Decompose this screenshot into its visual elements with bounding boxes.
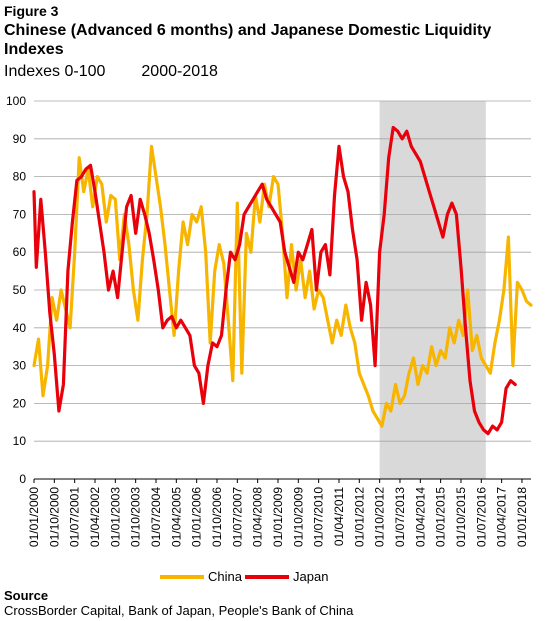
y-tick-label: 50 xyxy=(13,283,27,297)
y-tick-label: 10 xyxy=(13,434,27,448)
legend-swatch-japan xyxy=(245,574,289,579)
x-tick-label: 01/07/2016 xyxy=(474,487,488,547)
x-tick-label: 01/01/2018 xyxy=(515,487,529,547)
x-tick-label: 01/07/2001 xyxy=(68,487,82,547)
x-tick-label: 01/07/2004 xyxy=(149,487,163,547)
y-tick-label: 40 xyxy=(13,321,27,335)
x-tick-label: 01/10/2012 xyxy=(373,487,387,547)
x-tick-label: 01/01/2015 xyxy=(434,487,448,547)
x-tick-label: 01/10/2009 xyxy=(291,487,305,547)
legend-label-china: China xyxy=(208,569,242,584)
x-tick-label: 01/10/2015 xyxy=(454,487,468,547)
y-tick-label: 90 xyxy=(13,132,27,146)
y-tick-label: 70 xyxy=(13,207,27,221)
x-tick-label: 01/04/2002 xyxy=(88,487,102,547)
x-tick-label: 01/10/2000 xyxy=(47,487,61,547)
x-tick-label: 01/07/2010 xyxy=(312,487,326,547)
legend-item-japan: Japan xyxy=(245,569,328,584)
source-text: CrossBorder Capital, Bank of Japan, Peop… xyxy=(4,603,354,618)
x-tick-label: 01/10/2006 xyxy=(210,487,224,547)
series-line-japan xyxy=(32,125,517,436)
x-tick-label: 01/04/2014 xyxy=(413,487,427,547)
figure-label: Figure 3 xyxy=(4,3,59,19)
x-tick-label: 01/01/2006 xyxy=(190,487,204,547)
x-tick-label: 01/01/2000 xyxy=(27,487,41,547)
source-heading: Source xyxy=(4,588,49,603)
y-tick-label: 100 xyxy=(6,94,26,108)
x-tick-label: 01/04/2005 xyxy=(169,487,183,547)
x-tick-label: 01/01/2003 xyxy=(108,487,122,547)
x-tick-label: 01/04/2017 xyxy=(495,487,509,547)
legend-item-china: China xyxy=(160,569,242,584)
line-chart: 0 10 20 30 40 50 60 70 80 90 100 01/01/2000 01/10/20… xyxy=(6,94,533,547)
x-tick-label: 01/07/2013 xyxy=(393,487,407,547)
y-tick-label: 0 xyxy=(19,472,26,486)
x-tick-label: 01/04/2011 xyxy=(332,487,346,546)
subtitle-units: Indexes 0-100 xyxy=(4,63,106,80)
x-tick-label: 01/10/2003 xyxy=(129,487,143,547)
x-tick-label: 01/01/2012 xyxy=(352,487,366,547)
chart-title: Chinese (Advanced 6 months) and Japanese… xyxy=(4,22,492,58)
chart-subtitle: Indexes 0-100 2000-2018 xyxy=(4,63,218,81)
x-tick-label: 01/01/2009 xyxy=(271,487,285,547)
y-tick-label: 30 xyxy=(13,359,27,373)
legend-swatch-china xyxy=(160,574,204,579)
y-tick-label: 60 xyxy=(13,245,27,259)
legend-label-japan: Japan xyxy=(293,569,329,584)
x-tick-label: 01/07/2007 xyxy=(230,487,244,547)
subtitle-date-range: 2000-2018 xyxy=(141,63,218,80)
x-tick-label: 01/04/2008 xyxy=(251,487,265,547)
y-tick-label: 80 xyxy=(13,170,27,184)
y-tick-label: 20 xyxy=(13,396,27,410)
